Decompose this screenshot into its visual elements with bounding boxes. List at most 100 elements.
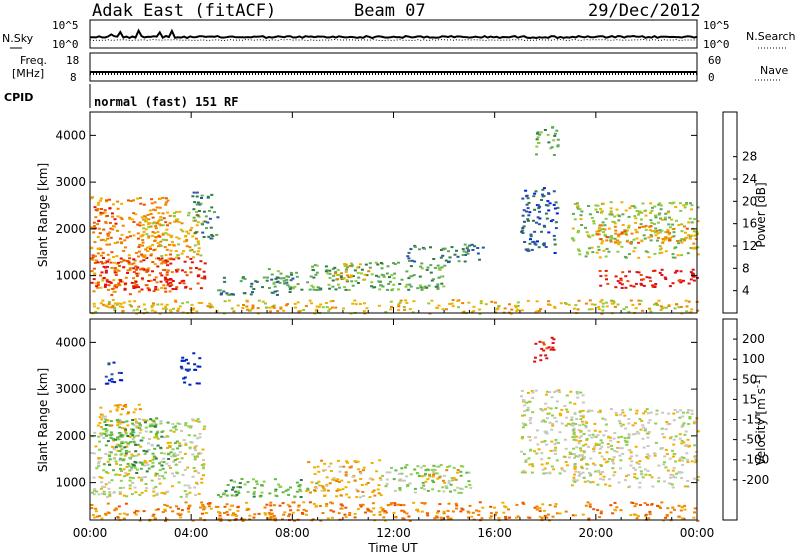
heatmap-cell xyxy=(160,218,164,221)
heatmap-cell xyxy=(437,490,441,493)
heatmap-cell xyxy=(162,457,166,460)
heatmap-cell xyxy=(191,308,195,311)
heatmap-cell xyxy=(596,483,600,486)
heatmap-cell xyxy=(635,430,639,433)
heatmap-cell xyxy=(647,236,651,239)
heatmap-cell xyxy=(148,274,152,277)
heatmap-cell xyxy=(690,412,694,415)
heatmap-cell xyxy=(109,434,113,437)
heatmap-cell xyxy=(627,215,631,218)
heatmap-cell xyxy=(202,465,205,468)
heatmap-cell xyxy=(541,193,544,196)
heatmap-cell xyxy=(673,408,677,411)
heatmap-cell xyxy=(96,223,100,226)
heatmap-cell xyxy=(633,432,637,435)
heatmap-cell xyxy=(143,459,147,462)
heatmap-cell xyxy=(158,482,162,485)
heatmap-cell xyxy=(573,457,576,459)
heatmap-cell xyxy=(198,365,202,368)
heatmap-cell xyxy=(368,266,372,269)
heatmap-cell xyxy=(464,251,468,254)
heatmap-cell xyxy=(325,306,329,309)
heatmap-cell xyxy=(524,189,528,192)
heatmap-cell xyxy=(554,201,558,204)
heatmap-cell xyxy=(362,469,365,472)
heatmap-cell xyxy=(612,462,616,465)
heatmap-cell xyxy=(202,508,205,511)
heatmap-cell xyxy=(128,457,132,459)
y-tick-label: 3000 xyxy=(55,382,86,396)
heatmap-cell xyxy=(666,230,670,233)
heatmap-cell xyxy=(601,221,605,224)
heatmap-cell xyxy=(273,478,277,481)
heatmap-cell xyxy=(137,403,141,406)
heatmap-cell xyxy=(104,269,108,272)
heatmap-cell xyxy=(432,258,436,260)
heatmap-cell xyxy=(206,502,210,505)
heatmap-cell xyxy=(642,412,646,415)
heatmap-cell xyxy=(556,145,560,148)
heatmap-cell xyxy=(621,213,625,216)
heatmap-cell xyxy=(534,190,538,193)
heatmap-cell xyxy=(178,451,182,454)
heatmap-cell xyxy=(620,245,624,248)
heatmap-cell xyxy=(151,304,155,306)
heatmap-cell xyxy=(336,459,340,462)
heatmap-cell xyxy=(642,426,646,429)
heatmap-cell xyxy=(123,239,127,242)
heatmap-cell xyxy=(596,211,599,214)
heatmap-cell xyxy=(666,507,670,510)
heatmap-cell xyxy=(192,208,196,211)
heatmap-cell xyxy=(452,466,456,469)
heatmap-cell xyxy=(119,260,123,263)
heatmap-cell xyxy=(405,270,409,273)
heatmap-cell xyxy=(374,261,378,264)
heatmap-cell xyxy=(545,390,549,393)
heatmap-cell xyxy=(600,465,603,467)
heatmap-cell xyxy=(684,430,688,433)
heatmap-cell xyxy=(202,459,205,461)
heatmap-cell xyxy=(176,512,180,515)
heatmap-cell xyxy=(126,269,130,272)
heatmap-cell xyxy=(664,428,668,431)
heatmap-cell xyxy=(112,448,116,451)
heatmap-cell xyxy=(119,280,123,283)
heatmap-cell xyxy=(95,490,99,493)
heatmap-cell xyxy=(194,449,198,452)
heatmap-cell xyxy=(202,463,206,466)
heatmap-cell xyxy=(140,253,144,256)
heatmap-cell xyxy=(489,505,493,508)
heatmap-cell xyxy=(93,241,97,244)
heatmap-cell xyxy=(576,231,580,234)
heatmap-cell xyxy=(613,225,617,228)
heatmap-cell xyxy=(690,247,694,250)
heatmap-cell xyxy=(108,451,112,454)
heatmap-cell xyxy=(187,232,190,235)
heatmap-cell xyxy=(102,303,106,306)
heatmap-cell xyxy=(681,463,685,466)
heatmap-cell xyxy=(696,253,700,256)
heatmap-cell xyxy=(195,224,199,227)
heatmap-cell xyxy=(197,215,201,218)
heatmap-cell xyxy=(694,458,698,461)
heatmap-cell xyxy=(96,282,100,285)
heatmap-cell xyxy=(632,238,636,241)
heatmap-cell xyxy=(542,472,546,475)
heatmap-cell xyxy=(664,306,668,309)
heatmap-cell xyxy=(149,418,153,421)
heatmap-cell xyxy=(156,231,160,233)
heatmap-cell xyxy=(330,306,334,309)
heatmap-cell xyxy=(196,365,200,368)
heatmap-cell xyxy=(533,192,537,195)
heatmap-cell xyxy=(616,441,620,443)
power-heatmap xyxy=(90,126,700,315)
heatmap-cell xyxy=(690,409,694,412)
heatmap-cell xyxy=(135,275,139,277)
heatmap-cell xyxy=(188,491,192,494)
heatmap-cell xyxy=(571,422,575,425)
heatmap-cell xyxy=(167,278,170,281)
heatmap-cell xyxy=(681,415,685,418)
heatmap-cell xyxy=(672,438,676,441)
heatmap-cell xyxy=(634,513,638,516)
heatmap-cell xyxy=(568,453,572,455)
